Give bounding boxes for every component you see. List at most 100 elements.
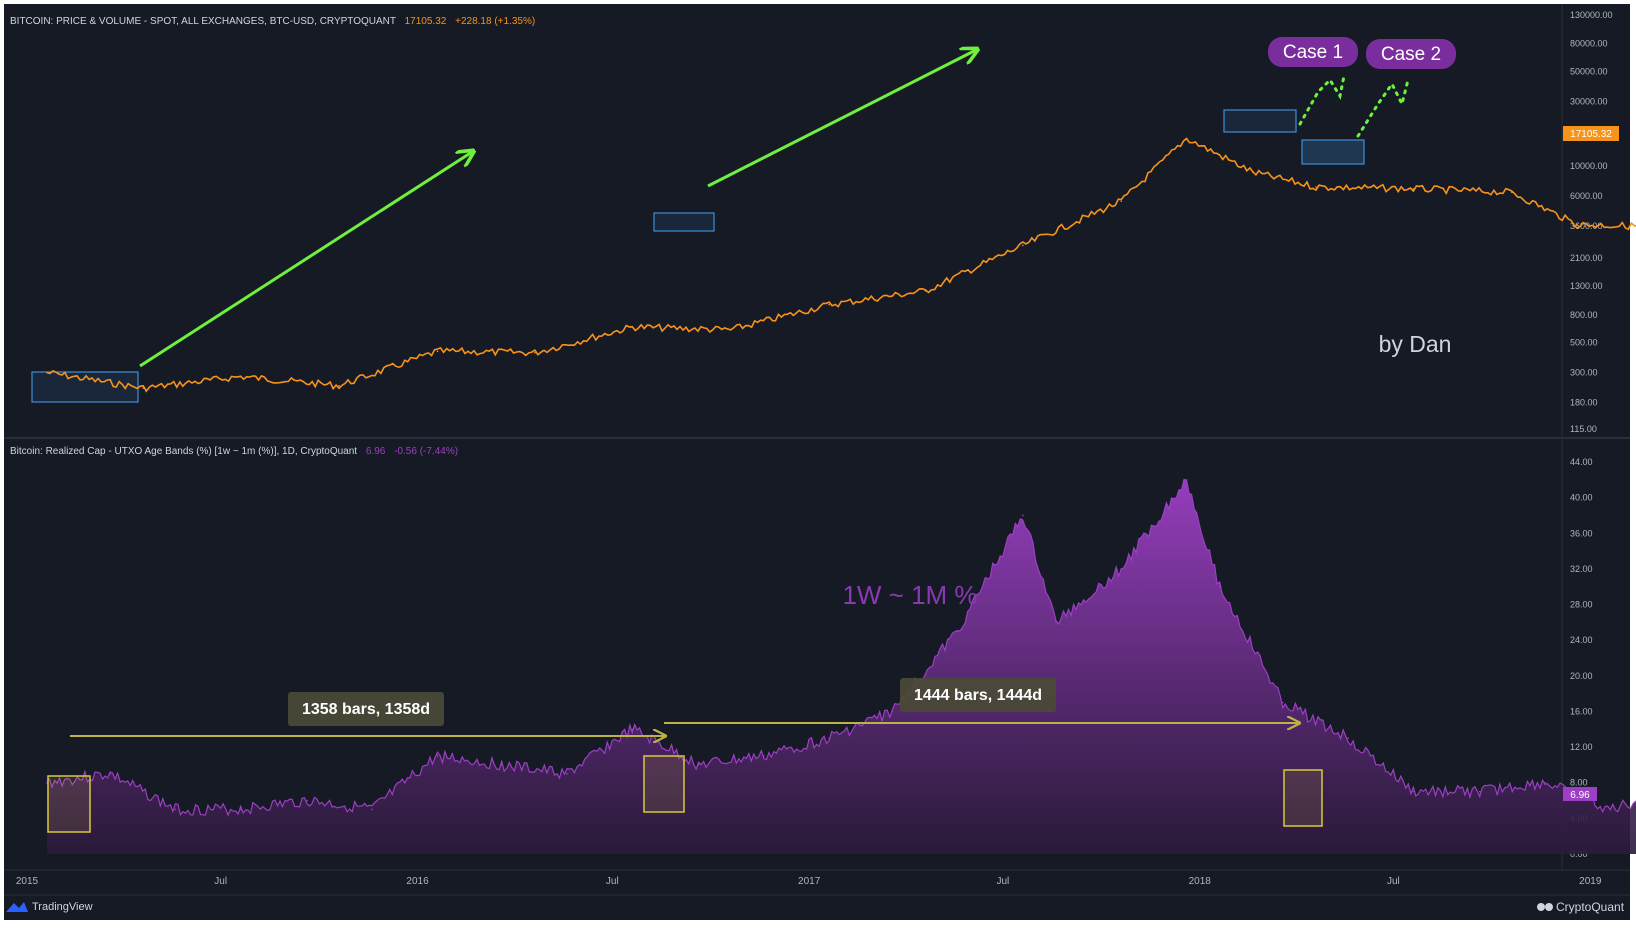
price-point [142,387,145,389]
oscillator-point [1022,514,1024,517]
price-point [1022,244,1024,247]
oscillator-point [436,755,439,757]
price-point [828,303,830,306]
range1-label: 1358 bars, 1358d [302,701,430,718]
oscillator-point [239,808,242,811]
current-price-tag [1563,126,1619,141]
price-point [1412,187,1415,190]
oscillator-point [500,764,503,766]
bottom-title-text: Bitcoin: Realized Cap - UTXO Age Bands (… [10,446,357,457]
series-name-label: 1W ~ 1M % [842,580,977,610]
top-y-tick-label: 180.00 [1570,398,1598,408]
price-point [1252,171,1254,174]
author-watermark: by Dan [1379,331,1452,357]
time-axis: 2015Jul2016Jul2017Jul2018Jul2019Jul2020J… [16,876,1602,887]
bottom-change-value: -0.56 (-7.44%) [394,446,458,457]
oscillator-series [46,478,1636,854]
case1-bubble [1268,37,1358,67]
oscillator-point [371,808,374,811]
footer-right-brand: CryptoQuant [1556,900,1625,914]
range1-label-bg [288,692,444,726]
price-point [1511,191,1513,194]
cycle-low-box-2015 [47,775,91,833]
top-y-tick-label: 6000.00 [1570,191,1603,201]
top-pane-y-axis: 130000.00 80000.00 50000.00 30000.00 10000.0… [1570,10,1613,434]
range2-label: 1444 bars, 1444d [914,687,1042,704]
top-pane-title: BITCOIN: PRICE & VOLUME - SPOT, ALL EXCH… [10,16,535,27]
bottom-y-tick-label: 44.00 [1570,457,1593,467]
cycle-low-box-2019 [643,755,685,813]
top-y-tick-label: 3600.00 [1570,221,1603,231]
top-y-tick-label: 80000.00 [1570,39,1608,49]
oscillator-point [174,808,177,811]
top-y-tick-label: 30000.00 [1570,96,1608,106]
oscillator-point [956,630,959,633]
trend-arrow-2019-2021 [707,50,976,188]
top-last-value: 17105.32 [405,16,447,27]
x-tick-label: Jul [996,876,1009,887]
top-y-tick-label: 500.00 [1570,337,1598,347]
oscillator-point [763,755,765,757]
x-tick-label: 2017 [798,876,821,887]
case1-label: Case 1 [1283,42,1343,63]
price-series [46,137,1636,393]
case2-bubble [1366,39,1456,69]
bottom-y-tick-label: 24.00 [1570,635,1593,645]
oscillator-point [566,773,568,775]
oscillator-point [697,764,700,766]
oscillator-point [1218,585,1221,588]
current-value-label: 6.96 [1570,790,1590,801]
case2-label: Case 2 [1381,44,1441,65]
top-y-tick-label: 115.00 [1570,424,1597,434]
top-y-tick-label: 130000.00 [1570,10,1613,20]
case2-projection-arrow [1356,78,1410,138]
price-point [534,351,536,354]
oscillator-point [828,737,830,739]
case1-projection-arrow [1298,74,1346,126]
range2-label-bg [900,678,1056,712]
oscillator-point [1055,621,1057,624]
oscillator-point [1120,568,1123,570]
price-point [631,326,634,328]
top-change-value: +228.18 (+1.35%) [455,16,535,27]
bottom-y-tick-label: 28.00 [1570,600,1593,610]
price-point [1576,223,1578,226]
accumulation-box-2019 [653,212,715,232]
trend-arrow-2016-2017 [139,152,472,368]
oscillator-point [1609,808,1612,811]
top-y-tick-label: 1300.00 [1570,281,1603,291]
oscillator-area [47,479,1636,854]
price-point [436,350,439,353]
price-point [239,375,242,378]
projection-box-case2 [1301,139,1365,165]
current-price-label: 17105.32 [1570,129,1612,140]
x-tick-label: 2016 [406,876,429,887]
price-point [1185,137,1188,140]
x-tick-label: 2015 [16,876,39,887]
cycle-low-box-2022 [1283,769,1323,827]
oscillator-point [1478,790,1481,793]
oscillator-point [631,728,634,731]
oscillator-point [306,799,308,802]
oscillator-point [1347,737,1349,739]
bottom-y-tick-label: 12.00 [1570,742,1593,752]
current-value-tag [1563,787,1597,801]
oscillator-point [1282,701,1284,704]
price-point [729,328,732,331]
bottom-y-tick-label: 16.00 [1570,706,1593,716]
price-point [1315,186,1317,188]
bottom-last-value: 6.96 [366,446,386,457]
oscillator-point [109,773,111,775]
oscillator-point [1412,790,1415,793]
top-y-tick-label: 800.00 [1570,310,1598,320]
bottom-y-tick-label: 36.00 [1570,528,1593,538]
price-point [46,371,48,374]
top-y-tick-label: 300.00 [1570,368,1598,378]
price-point [1120,200,1123,203]
bottom-y-tick-label: 8.00 [1570,778,1588,788]
oscillator-point [1544,781,1546,784]
bottom-y-tick-label: 20.00 [1570,671,1593,681]
bottom-y-tick-label: 32.00 [1570,564,1593,574]
